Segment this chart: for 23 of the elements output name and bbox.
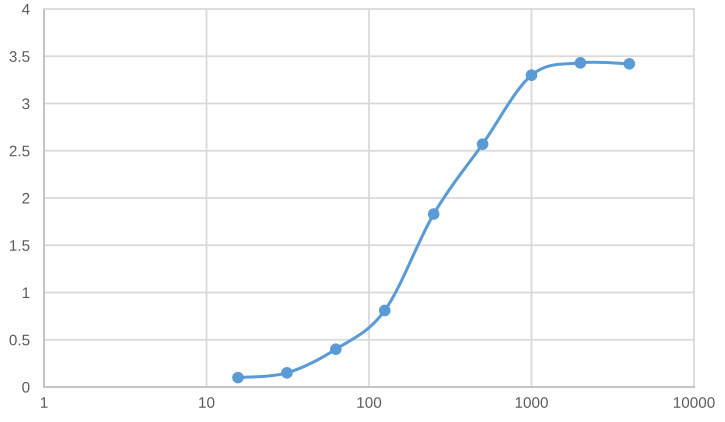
point — [526, 69, 538, 81]
x-tick-label: 10 — [199, 397, 214, 408]
x-tick-label: 1000 — [516, 397, 548, 408]
point — [428, 208, 440, 220]
y-tick-label: 2 — [22, 192, 30, 204]
point — [476, 138, 488, 150]
point — [574, 57, 586, 69]
point — [330, 343, 342, 356]
y-tick-label: 0.5 — [9, 334, 30, 346]
y-tick-label: 2.5 — [10, 146, 30, 156]
y-tick-label: 4 — [22, 4, 30, 15]
x-tick-label: 1 — [40, 397, 48, 408]
x-tick-label: 10000 — [674, 397, 715, 408]
y-tick-label: 0 — [22, 382, 30, 393]
y-tick-label: 1 — [22, 288, 30, 298]
point — [378, 304, 391, 316]
y-tick-label: 1.5 — [10, 240, 30, 251]
x-tick-label: 100 — [357, 397, 382, 408]
y-tick-label: 3.5 — [9, 51, 30, 62]
point — [281, 367, 293, 379]
point — [232, 372, 244, 384]
point — [624, 58, 636, 70]
y-tick-label: 3 — [22, 98, 30, 110]
